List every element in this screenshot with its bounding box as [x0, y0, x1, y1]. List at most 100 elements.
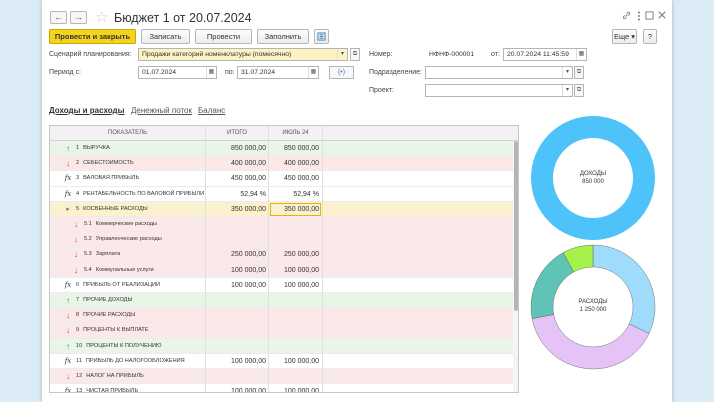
period-to-field[interactable]: 31.07.2024 ▦: [237, 66, 319, 79]
row-total-value[interactable]: [206, 323, 266, 338]
tab-balance[interactable]: Баланс: [198, 106, 226, 115]
row-july-value[interactable]: 250 000,00: [283, 251, 319, 259]
link-icon[interactable]: [622, 11, 631, 23]
column-header-indicator[interactable]: ПОКАЗАТЕЛЬ: [50, 126, 206, 141]
row-july-value[interactable]: 100 000,00: [283, 388, 319, 393]
row-total-value[interactable]: 250 000,00: [230, 251, 266, 259]
post-button[interactable]: Провести: [195, 29, 252, 44]
row-total-value[interactable]: 350 000,00: [230, 205, 266, 213]
structure-icon[interactable]: [314, 29, 329, 44]
date-field[interactable]: 20.07.2024 11:45:59 ▦: [503, 48, 587, 61]
table-row[interactable]: ↓ 2 СЕБЕСТОИМОСТЬ 400 000,00 400 000,00: [50, 156, 513, 172]
fill-button[interactable]: Заполнить: [257, 29, 309, 44]
row-total-value[interactable]: 100 000,00: [230, 388, 266, 393]
table-row[interactable]: ▸ 5 КОСВЕННЫЕ РАСХОДЫ 350 000,00 350 000,00: [50, 201, 513, 217]
division-field[interactable]: ▾: [425, 66, 573, 79]
row-total-value[interactable]: 52,94 %: [240, 190, 266, 198]
table-row[interactable]: fx 13 ЧИСТАЯ ПРИБЫЛЬ 100 000,00 100 000,00: [50, 384, 513, 393]
row-total-value[interactable]: [206, 369, 266, 384]
formula-icon: fx: [64, 189, 72, 198]
table-row[interactable]: ↑ 1 ВЫРУЧКА 850 000,00 850 000,00: [50, 141, 513, 157]
table-row[interactable]: ↓ 8 ПРОЧИЕ РАСХОДЫ: [50, 308, 513, 324]
table-row[interactable]: ↑ 10 ПРОЦЕНТЫ К ПОЛУЧЕНИЮ: [50, 338, 513, 354]
table-row[interactable]: ↓ 5.1 Коммерческие расходы: [50, 217, 513, 233]
row-july-value[interactable]: [269, 323, 319, 338]
table-row[interactable]: fx 4 РЕНТАБЕЛЬНОСТЬ ПО ВАЛОВОЙ ПРИБЫЛИ 52,9…: [50, 186, 513, 202]
more-menu-button[interactable]: Еще ▾: [612, 29, 637, 44]
tab-cash-flow[interactable]: Денежный поток: [131, 106, 192, 115]
row-july-value[interactable]: [269, 369, 319, 384]
table-scrollbar[interactable]: [513, 141, 518, 392]
close-icon[interactable]: [658, 11, 666, 22]
row-total-value[interactable]: 850 000,00: [230, 145, 266, 152]
period-from-field[interactable]: 01.07.2024 ▦: [138, 66, 217, 79]
scenario-field[interactable]: Продажи категорий номенклатуры (помесячн…: [138, 48, 348, 61]
budget-table: ПОКАЗАТЕЛЬ ИТОГО ИЮЛЬ 24 ↑ 1 ВЫРУЧКА 850 00…: [49, 125, 519, 393]
scenario-dropdown-icon[interactable]: ▾: [337, 49, 347, 60]
project-open-icon[interactable]: ⧉: [574, 84, 584, 97]
column-header-july[interactable]: ИЮЛЬ 24: [269, 126, 323, 141]
period-from-label: Период с:: [49, 69, 81, 76]
calendar-icon[interactable]: ▦: [308, 67, 318, 78]
row-total-value[interactable]: [206, 339, 266, 354]
calendar-icon[interactable]: ▦: [576, 49, 586, 60]
tab-income-expenses[interactable]: Доходы и расходы: [49, 106, 125, 115]
row-july-value[interactable]: [269, 293, 319, 308]
row-indicator-name: 5.4 Коммунальные услуги: [84, 263, 154, 278]
maximize-icon[interactable]: [645, 11, 654, 23]
expenses-slice-1: [592, 244, 656, 334]
post-and-close-button[interactable]: Провести и закрыть: [49, 29, 136, 44]
table-row[interactable]: ↓ 12 НАЛОГ НА ПРИБЫЛЬ: [50, 369, 513, 385]
row-july-value[interactable]: [269, 339, 319, 354]
table-row[interactable]: fx 6 ПРИБЫЛЬ ОТ РЕАЛИЗАЦИИ 100 000,00 100 00…: [50, 277, 513, 293]
row-total-value[interactable]: 100 000,00: [230, 281, 266, 289]
row-total-value[interactable]: [206, 232, 266, 247]
table-row[interactable]: fx 11 ПРИБЫЛЬ ДО НАЛОГООБЛОЖЕНИЯ 100 000,00…: [50, 353, 513, 369]
arrow-down-icon: ↓: [66, 326, 70, 336]
active-cell-outline: [270, 202, 321, 216]
back-button[interactable]: ←: [50, 11, 67, 24]
row-total-value[interactable]: [206, 217, 266, 232]
table-row[interactable]: ↑ 7 ПРОЧИЕ ДОХОДЫ: [50, 293, 513, 309]
row-july-value[interactable]: 450 000,00: [283, 175, 319, 183]
favorite-star-icon[interactable]: ☆: [95, 9, 109, 26]
forward-button[interactable]: →: [70, 11, 87, 24]
row-total-value[interactable]: 100 000,00: [230, 266, 266, 274]
row-july-value[interactable]: 350 000,00: [283, 205, 319, 213]
table-row[interactable]: ↓ 9 ПРОЦЕНТЫ К ВЫПЛАТЕ: [50, 323, 513, 339]
row-july-value[interactable]: [269, 232, 319, 247]
scenario-open-icon[interactable]: ⧉: [350, 48, 360, 61]
table-scrollbar-thumb[interactable]: [514, 141, 518, 311]
column-header-total[interactable]: ИТОГО: [206, 126, 269, 141]
project-field[interactable]: ▾: [425, 84, 573, 97]
row-july-value[interactable]: 52,94 %: [293, 190, 319, 198]
table-row[interactable]: fx 3 ВАЛОВАЯ ПРИБЫЛЬ 450 000,00 450 000,00: [50, 171, 513, 187]
row-total-value[interactable]: 450 000,00: [230, 175, 266, 183]
row-july-value[interactable]: 100 000,00: [283, 357, 319, 365]
row-july-value[interactable]: [269, 217, 319, 232]
row-july-value[interactable]: 100 000,00: [283, 266, 319, 274]
period-select-button[interactable]: (•): [329, 66, 354, 79]
save-button[interactable]: Записать: [141, 29, 190, 44]
table-row[interactable]: ↓ 5.3 Зарплата 250 000,00 250 000,00: [50, 247, 513, 263]
row-july-value[interactable]: 100 000,00: [283, 281, 319, 289]
table-row[interactable]: ↓ 5.2 Управленческие расходы: [50, 232, 513, 248]
kebab-menu-icon[interactable]: [637, 11, 641, 24]
row-total-value[interactable]: 100 000,00: [230, 357, 266, 365]
more-label: Еще: [613, 32, 630, 41]
number-label: Номер:: [369, 51, 393, 58]
row-july-value[interactable]: 850 000,00: [283, 145, 319, 152]
calendar-icon[interactable]: ▦: [206, 67, 216, 78]
row-july-value[interactable]: 400 000,00: [283, 160, 319, 168]
row-july-value[interactable]: [269, 308, 319, 323]
row-total-value[interactable]: [206, 293, 266, 308]
number-field[interactable]: НФНФ-000001: [425, 48, 485, 61]
chevron-down-icon[interactable]: ▾: [562, 85, 572, 96]
arrow-up-icon: ↑: [66, 296, 70, 305]
row-total-value[interactable]: [206, 308, 266, 323]
chevron-down-icon[interactable]: ▾: [562, 67, 572, 78]
table-row[interactable]: ↓ 5.4 Коммунальные услуги 100 000,00 100 000…: [50, 262, 513, 278]
row-total-value[interactable]: 400 000,00: [230, 160, 266, 168]
division-open-icon[interactable]: ⧉: [574, 66, 584, 79]
help-button[interactable]: ?: [643, 29, 657, 44]
